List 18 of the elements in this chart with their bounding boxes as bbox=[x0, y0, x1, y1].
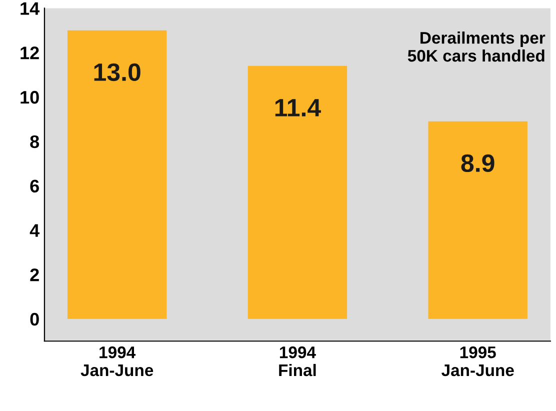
y-tick-label: 10 bbox=[20, 90, 39, 104]
y-tick-label: 4 bbox=[30, 224, 40, 237]
x-tick-label: 1995 Jan-June bbox=[442, 346, 514, 376]
y-tick-label: 0 bbox=[30, 312, 39, 326]
bar bbox=[428, 121, 528, 319]
y-tick-label: 14 bbox=[20, 2, 40, 15]
bar bbox=[67, 30, 167, 319]
data-label: 13.0 bbox=[94, 63, 140, 82]
y-tick-label: 2 bbox=[30, 268, 39, 282]
bar bbox=[248, 66, 348, 319]
y-tick-label: 12 bbox=[20, 46, 39, 60]
data-label: 8.9 bbox=[461, 154, 494, 172]
data-label: 11.4 bbox=[275, 99, 321, 116]
y-tick-label: 8 bbox=[30, 135, 40, 148]
annotation: Derailments per 50K cars handled bbox=[408, 32, 546, 62]
x-tick-label: 1994 Final bbox=[279, 346, 316, 376]
y-tick-label: 6 bbox=[30, 180, 39, 192]
x-tick-label: 1994 Jan-June bbox=[80, 346, 154, 376]
